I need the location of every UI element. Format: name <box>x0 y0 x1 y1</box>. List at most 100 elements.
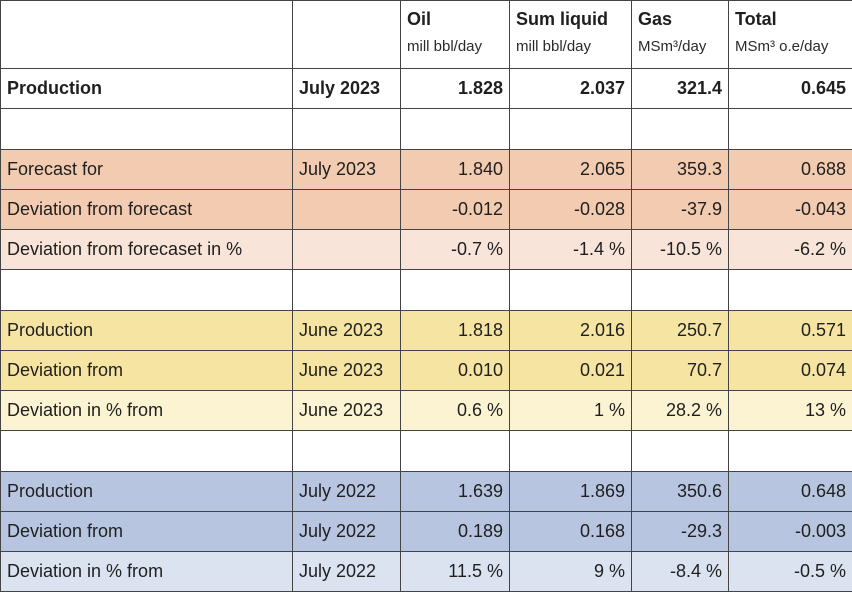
oil-value: 0.010 <box>400 350 510 391</box>
row-period: July 2023 <box>292 149 401 190</box>
gas-value: -10.5 % <box>631 229 729 270</box>
total-value: 0.688 <box>728 149 852 190</box>
table-row: Forecast for July 2023 1.840 2.065 359.3… <box>0 149 852 190</box>
row-label: Deviation in % from <box>0 551 293 592</box>
table-row: Deviation in % from July 2022 11.5 % 9 %… <box>0 551 852 592</box>
empty-cell <box>509 108 632 150</box>
column-unit: mill bbl/day <box>407 38 483 55</box>
oil-value: -0.012 <box>400 189 510 230</box>
total-value: 0.571 <box>728 310 852 351</box>
liquid-value: 2.037 <box>509 68 632 109</box>
header-row: Oil mill bbl/day Sum liquid mill bbl/day… <box>0 0 852 69</box>
gas-value: -29.3 <box>631 511 729 552</box>
gas-value: 321.4 <box>631 68 729 109</box>
empty-cell <box>400 269 510 311</box>
table-row: Deviation in % from June 2023 0.6 % 1 % … <box>0 390 852 431</box>
row-label: Forecast for <box>0 149 293 190</box>
table-row: Deviation from June 2023 0.010 0.021 70.… <box>0 350 852 391</box>
table-row: Production June 2023 1.818 2.016 250.7 0… <box>0 310 852 351</box>
liquid-value: 2.016 <box>509 310 632 351</box>
row-label: Production <box>0 471 293 512</box>
row-period: July 2022 <box>292 551 401 592</box>
column-unit: MSm³/day <box>638 38 707 55</box>
table-row: Production July 2022 1.639 1.869 350.6 0… <box>0 471 852 512</box>
header-cell-period <box>292 0 401 69</box>
empty-cell <box>631 108 729 150</box>
row-label: Production <box>0 310 293 351</box>
total-value: 0.074 <box>728 350 852 391</box>
row-label: Deviation from forecast <box>0 189 293 230</box>
empty-cell <box>728 108 852 150</box>
header-cell-oil: Oil mill bbl/day <box>400 0 510 69</box>
gas-value: 70.7 <box>631 350 729 391</box>
total-value: -0.5 % <box>728 551 852 592</box>
table-row: Deviation from forecaset in % -0.7 % -1.… <box>0 229 852 270</box>
oil-value: 1.828 <box>400 68 510 109</box>
gas-value: 250.7 <box>631 310 729 351</box>
row-period: June 2023 <box>292 310 401 351</box>
column-title: Sum liquid <box>516 9 608 29</box>
oil-value: -0.7 % <box>400 229 510 270</box>
column-unit: MSm³ o.e/day <box>735 38 829 55</box>
liquid-value: -0.028 <box>509 189 632 230</box>
empty-cell <box>292 108 401 150</box>
row-period: June 2023 <box>292 350 401 391</box>
liquid-value: -1.4 % <box>509 229 632 270</box>
empty-cell <box>292 430 401 472</box>
empty-cell <box>631 269 729 311</box>
empty-cell <box>0 108 293 150</box>
gas-value: -37.9 <box>631 189 729 230</box>
column-title: Gas <box>638 9 673 29</box>
liquid-value: 1.869 <box>509 471 632 512</box>
liquid-value: 2.065 <box>509 149 632 190</box>
table-row: Deviation from forecast -0.012 -0.028 -3… <box>0 189 852 230</box>
total-value: -0.043 <box>728 189 852 230</box>
row-label: Deviation from forecaset in % <box>0 229 293 270</box>
total-value: 13 % <box>728 390 852 431</box>
gas-value: 359.3 <box>631 149 729 190</box>
oil-value: 1.840 <box>400 149 510 190</box>
spacer-row <box>0 269 852 311</box>
empty-cell <box>509 269 632 311</box>
gas-value: 350.6 <box>631 471 729 512</box>
empty-cell <box>728 269 852 311</box>
oil-value: 1.639 <box>400 471 510 512</box>
empty-cell <box>292 269 401 311</box>
empty-cell <box>0 269 293 311</box>
column-title: Total <box>735 9 777 29</box>
table-row: Production July 2023 1.828 2.037 321.4 0… <box>0 68 852 109</box>
empty-cell <box>509 430 632 472</box>
table-row: Deviation from July 2022 0.189 0.168 -29… <box>0 511 852 552</box>
column-unit: mill bbl/day <box>516 38 592 55</box>
row-label: Deviation from <box>0 350 293 391</box>
header-cell-label <box>0 0 293 69</box>
row-period: June 2023 <box>292 390 401 431</box>
oil-value: 11.5 % <box>400 551 510 592</box>
row-label: Deviation from <box>0 511 293 552</box>
gas-value: 28.2 % <box>631 390 729 431</box>
header-cell-total: Total MSm³ o.e/day <box>728 0 852 69</box>
oil-value: 0.189 <box>400 511 510 552</box>
total-value: 0.645 <box>728 68 852 109</box>
row-period: July 2022 <box>292 471 401 512</box>
spacer-row <box>0 430 852 472</box>
spacer-row <box>0 108 852 150</box>
liquid-value: 1 % <box>509 390 632 431</box>
header-cell-gas: Gas MSm³/day <box>631 0 729 69</box>
liquid-value: 9 % <box>509 551 632 592</box>
total-value: -0.003 <box>728 511 852 552</box>
total-value: -6.2 % <box>728 229 852 270</box>
empty-cell <box>400 430 510 472</box>
oil-value: 1.818 <box>400 310 510 351</box>
row-period <box>292 229 401 270</box>
empty-cell <box>631 430 729 472</box>
empty-cell <box>728 430 852 472</box>
header-cell-liquid: Sum liquid mill bbl/day <box>509 0 632 69</box>
row-period: July 2022 <box>292 511 401 552</box>
row-label: Deviation in % from <box>0 390 293 431</box>
row-period <box>292 189 401 230</box>
row-label: Production <box>0 68 293 109</box>
liquid-value: 0.021 <box>509 350 632 391</box>
total-value: 0.648 <box>728 471 852 512</box>
